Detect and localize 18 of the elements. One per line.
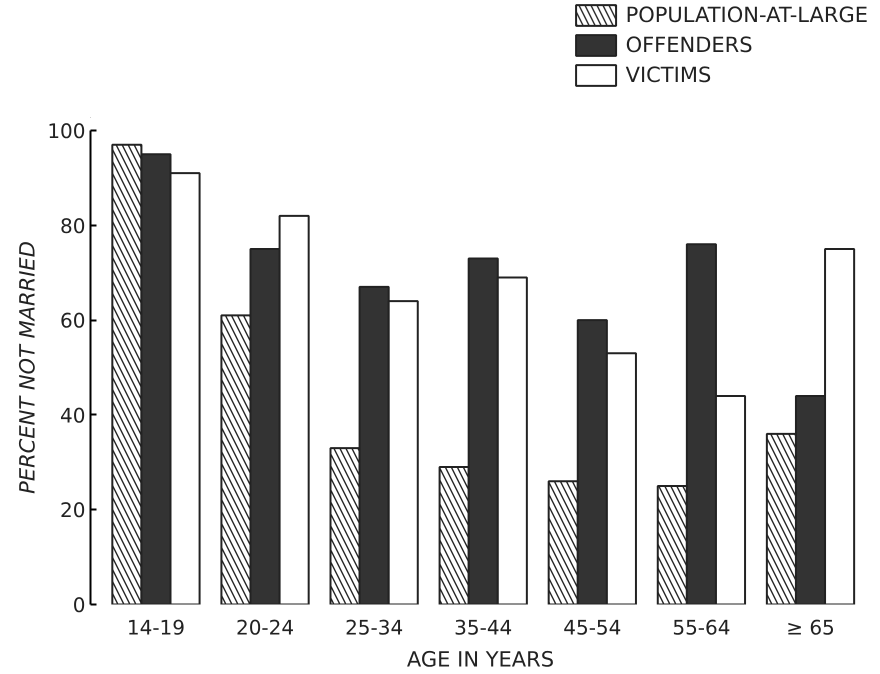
legend-label: POPULATION-AT-LARGE [626, 3, 868, 27]
x-tick-label: 20-24 [236, 616, 294, 640]
x-tick-label: 45-54 [563, 616, 622, 640]
x-tick-label: 25-34 [345, 616, 404, 640]
legend-label: OFFENDERS [626, 33, 753, 57]
y-tick-label: 20 [60, 498, 86, 522]
y-tick-label: 60 [60, 308, 86, 333]
y-tick-label: 40 [60, 403, 86, 428]
x-tick-label: 35-44 [454, 616, 512, 640]
y-tick-label: 100 [47, 119, 86, 143]
y-tick-label: 80 [60, 214, 86, 238]
y-tick-label: 0 [72, 593, 86, 617]
x-tick-label: ≥ 65 [786, 616, 835, 640]
x-axis-title: AGE IN YEARS [406, 648, 554, 672]
y-axis-title: PERCENT NOT MARRIED [15, 241, 40, 494]
x-tick-label: 14-19 [126, 616, 186, 640]
x-tick-label: 55-64 [672, 616, 730, 640]
legend-label: VICTIMS [626, 63, 712, 87]
